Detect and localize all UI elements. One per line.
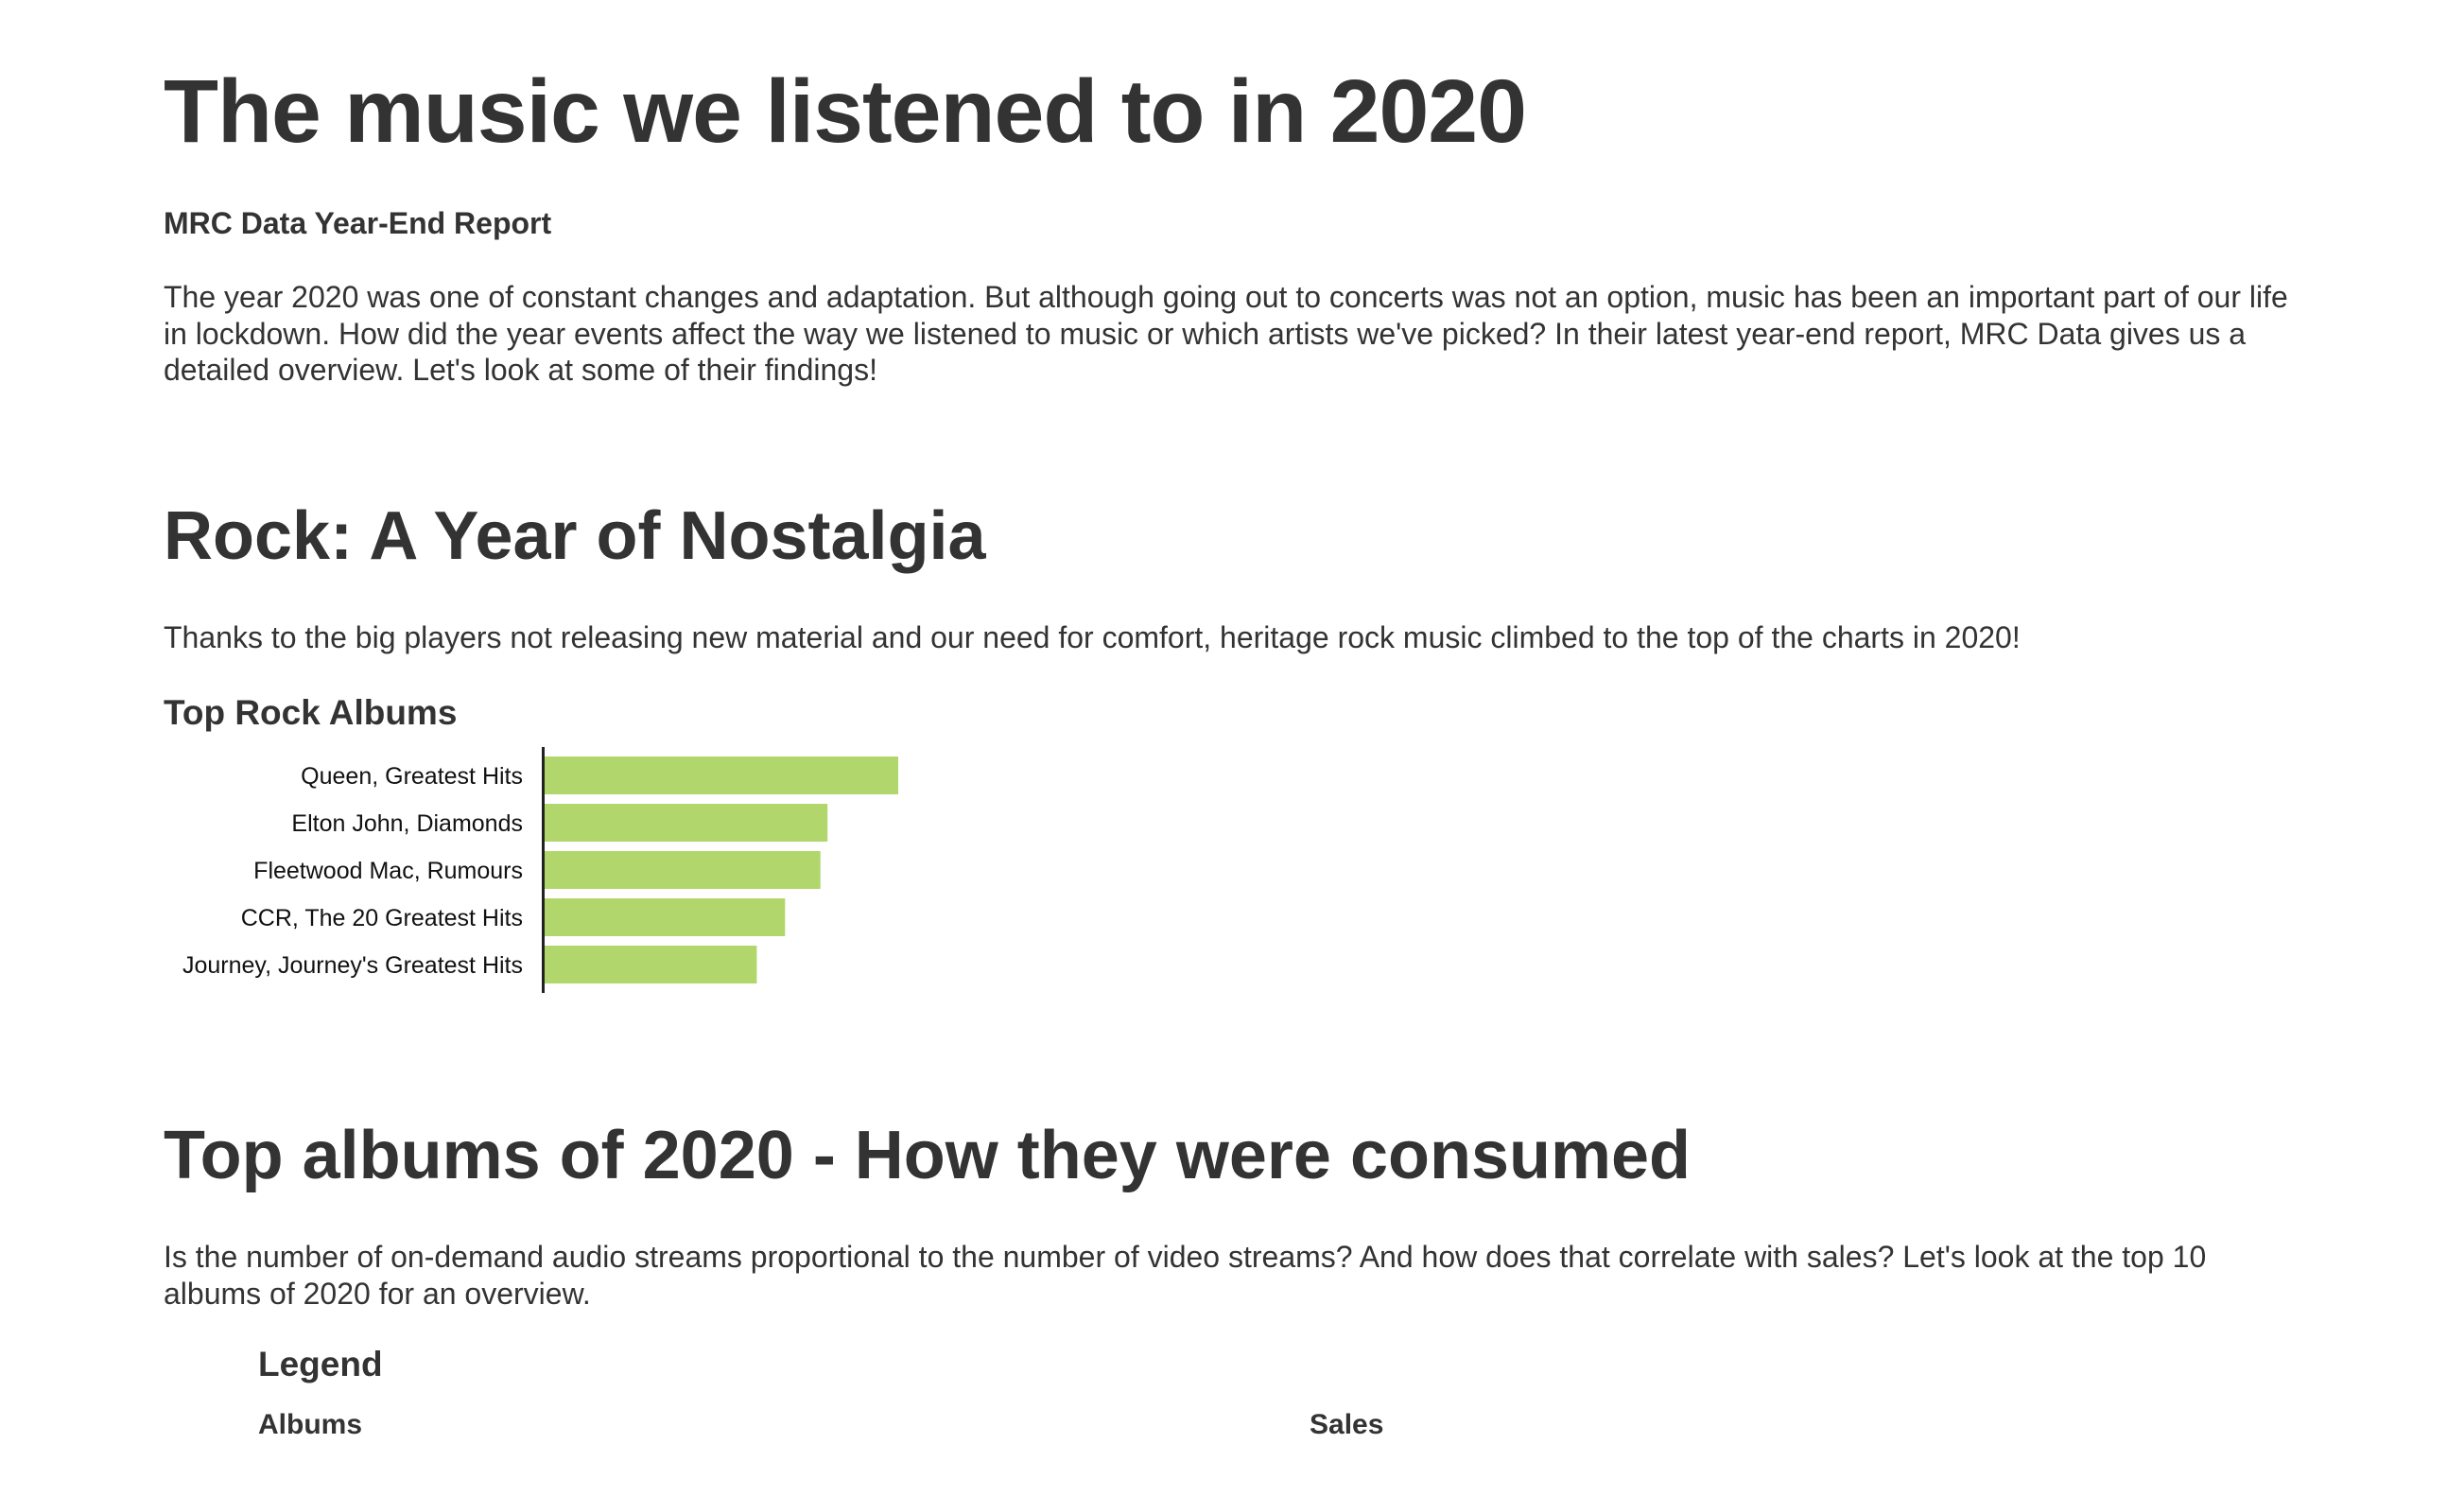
bar-label: CCR, The 20 Greatest Hits <box>241 905 523 931</box>
bar <box>545 898 786 936</box>
bar-label: Elton John, Diamonds <box>291 810 523 837</box>
top-rock-albums-chart: Queen, Greatest Hits Elton John, Diamonds… <box>182 747 898 993</box>
bar <box>545 946 757 983</box>
report-subtitle: MRC Data Year-End Report <box>164 206 552 240</box>
rock-chart-title: Top Rock Albums <box>164 693 458 732</box>
intro-paragraph: The year 2020 was one of constant change… <box>164 280 2288 387</box>
page-title: The music we listened to in 2020 <box>164 61 1527 162</box>
albums-section-heading: Top albums of 2020 - How they were consu… <box>164 1118 1692 1193</box>
legend-title: Legend <box>258 1345 383 1383</box>
legend-albums-label: Albums <box>258 1409 363 1440</box>
bar-label: Queen, Greatest Hits <box>301 763 523 790</box>
albums-section-description: Is the number of on-demand audio streams… <box>164 1240 2207 1311</box>
legend-sales-label: Sales <box>1310 1409 1384 1440</box>
bar <box>545 757 898 794</box>
rock-section-heading: Rock: A Year of Nostalgia <box>164 498 986 574</box>
bar <box>545 851 821 889</box>
bar <box>545 804 828 842</box>
bar-label: Journey, Journey's Greatest Hits <box>182 952 523 979</box>
rock-section-description: Thanks to the big players not releasing … <box>164 620 2021 654</box>
bar-label: Fleetwood Mac, Rumours <box>253 858 523 884</box>
